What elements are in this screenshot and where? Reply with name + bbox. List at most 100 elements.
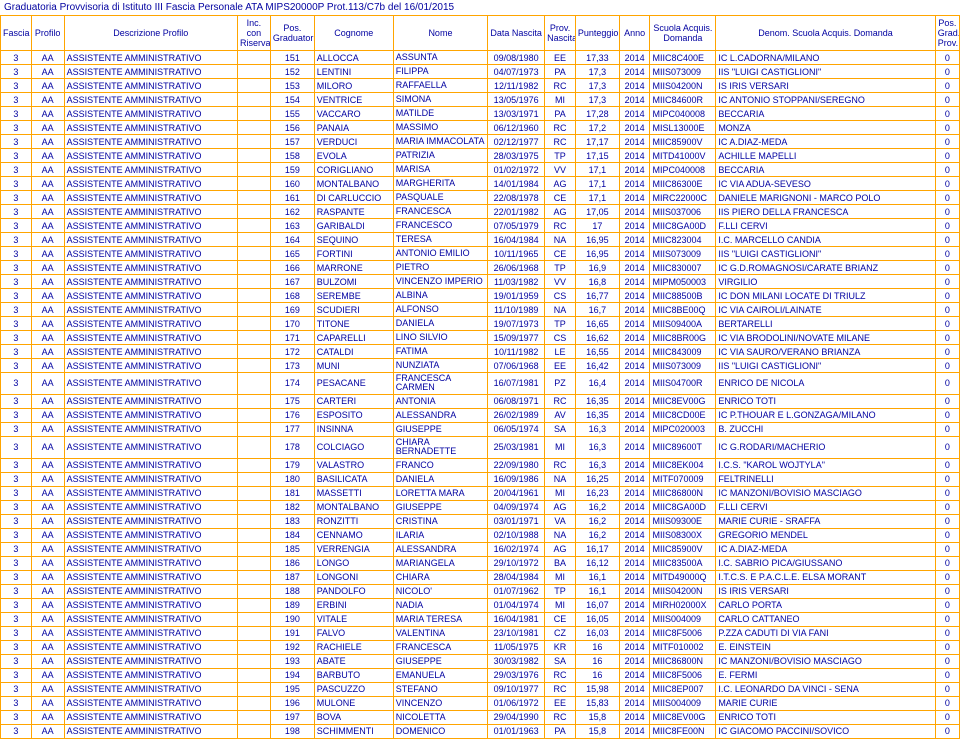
cell-sd: MIIC89600T <box>650 436 716 458</box>
cell-pt: 16,55 <box>575 345 619 359</box>
cell-a: 2014 <box>619 65 650 79</box>
cell-pt: 17,1 <box>575 163 619 177</box>
cell-c: ALLOCCA <box>314 51 393 65</box>
cell-pt: 16,03 <box>575 626 619 640</box>
cell-f: 3 <box>1 422 32 436</box>
cell-n: GIUSEPPE <box>393 500 487 514</box>
cell-f: 3 <box>1 359 32 373</box>
cell-pn: EE <box>545 51 576 65</box>
cell-pn: CS <box>545 331 576 345</box>
cell-p: AA <box>31 570 64 584</box>
table-row: 3AAASSISTENTE AMMINISTRATIVO174PESACANEF… <box>1 373 960 395</box>
table-row: 3AAASSISTENTE AMMINISTRATIVO175CARTERIAN… <box>1 394 960 408</box>
cell-i <box>237 458 270 472</box>
cell-i <box>237 79 270 93</box>
cell-d: ASSISTENTE AMMINISTRATIVO <box>64 275 237 289</box>
cell-d: ASSISTENTE AMMINISTRATIVO <box>64 121 237 135</box>
cell-f: 3 <box>1 219 32 233</box>
cell-d: ASSISTENTE AMMINISTRATIVO <box>64 422 237 436</box>
cell-n: CRISTINA <box>393 514 487 528</box>
table-row: 3AAASSISTENTE AMMINISTRATIVO178COLCIAGOC… <box>1 436 960 458</box>
cell-f: 3 <box>1 500 32 514</box>
cell-sd: MIIC8GA00D <box>650 500 716 514</box>
cell-den: IC VIA BRODOLINI/NOVATE MILANE <box>716 331 935 345</box>
cell-pos: 197 <box>270 710 314 724</box>
cell-n: GIUSEPPE <box>393 654 487 668</box>
cell-pn: CE <box>545 612 576 626</box>
cell-sd: MIIC8FE00N <box>650 724 716 738</box>
cell-pt: 16,23 <box>575 486 619 500</box>
cell-den: CARLO CATTANEO <box>716 612 935 626</box>
cell-pn: MI <box>545 486 576 500</box>
cell-p: AA <box>31 584 64 598</box>
cell-f: 3 <box>1 682 32 696</box>
table-row: 3AAASSISTENTE AMMINISTRATIVO184CENNAMOIL… <box>1 528 960 542</box>
cell-sd: MIIS04200N <box>650 584 716 598</box>
cell-pt: 16 <box>575 640 619 654</box>
cell-n: ANTONIA <box>393 394 487 408</box>
cell-g: 0 <box>935 345 959 359</box>
cell-p: AA <box>31 233 64 247</box>
cell-dn: 14/01/1984 <box>488 177 545 191</box>
cell-n: MARIA IMMACOLATA <box>393 135 487 149</box>
cell-f: 3 <box>1 710 32 724</box>
cell-f: 3 <box>1 247 32 261</box>
cell-c: RASPANTE <box>314 205 393 219</box>
cell-pt: 16,07 <box>575 598 619 612</box>
cell-dn: 25/03/1981 <box>488 436 545 458</box>
cell-n: MARIANGELA <box>393 556 487 570</box>
cell-pn: RC <box>545 458 576 472</box>
cell-d: ASSISTENTE AMMINISTRATIVO <box>64 528 237 542</box>
cell-f: 3 <box>1 93 32 107</box>
cell-pn: NA <box>545 303 576 317</box>
cell-dn: 02/10/1988 <box>488 528 545 542</box>
table-row: 3AAASSISTENTE AMMINISTRATIVO186LONGOMARI… <box>1 556 960 570</box>
cell-pt: 16,12 <box>575 556 619 570</box>
cell-n: MARGHERITA <box>393 177 487 191</box>
cell-sd: MIRC22000C <box>650 191 716 205</box>
cell-g: 0 <box>935 149 959 163</box>
cell-dn: 04/07/1973 <box>488 65 545 79</box>
cell-den: I.C.S. "KAROL WOJTYLA" <box>716 458 935 472</box>
cell-p: AA <box>31 528 64 542</box>
cell-den: IIS PIERO DELLA FRANCESCA <box>716 205 935 219</box>
cell-pos: 163 <box>270 219 314 233</box>
cell-dn: 29/04/1990 <box>488 710 545 724</box>
cell-pos: 153 <box>270 79 314 93</box>
cell-pt: 15,98 <box>575 682 619 696</box>
cell-p: AA <box>31 303 64 317</box>
cell-pt: 17,3 <box>575 79 619 93</box>
cell-den: BERTARELLI <box>716 317 935 331</box>
cell-g: 0 <box>935 724 959 738</box>
cell-n: NADIA <box>393 598 487 612</box>
cell-pos: 195 <box>270 682 314 696</box>
cell-g: 0 <box>935 514 959 528</box>
cell-pn: BA <box>545 556 576 570</box>
cell-i <box>237 51 270 65</box>
cell-d: ASSISTENTE AMMINISTRATIVO <box>64 191 237 205</box>
cell-pn: MI <box>545 436 576 458</box>
cell-n: ASSUNTA <box>393 51 487 65</box>
cell-i <box>237 121 270 135</box>
cell-pn: NA <box>545 472 576 486</box>
cell-den: IC A.DIAZ-MEDA <box>716 135 935 149</box>
cell-i <box>237 612 270 626</box>
cell-g: 0 <box>935 359 959 373</box>
cell-n: CHIARA BERNADETTE <box>393 436 487 458</box>
cell-i <box>237 275 270 289</box>
cell-dn: 01/04/1974 <box>488 598 545 612</box>
cell-c: MARRONE <box>314 261 393 275</box>
cell-i <box>237 724 270 738</box>
cell-pt: 16,3 <box>575 436 619 458</box>
table-row: 3AAASSISTENTE AMMINISTRATIVO191FALVOVALE… <box>1 626 960 640</box>
cell-d: ASSISTENTE AMMINISTRATIVO <box>64 654 237 668</box>
cell-pn: CE <box>545 191 576 205</box>
cell-sd: MIIC830007 <box>650 261 716 275</box>
cell-pos: 191 <box>270 626 314 640</box>
cell-pos: 179 <box>270 458 314 472</box>
table-row: 3AAASSISTENTE AMMINISTRATIVO182MONTALBAN… <box>1 500 960 514</box>
cell-sd: MIIC86800N <box>650 654 716 668</box>
cell-sd: MIIC8EK004 <box>650 458 716 472</box>
cell-pos: 156 <box>270 121 314 135</box>
cell-p: AA <box>31 612 64 626</box>
